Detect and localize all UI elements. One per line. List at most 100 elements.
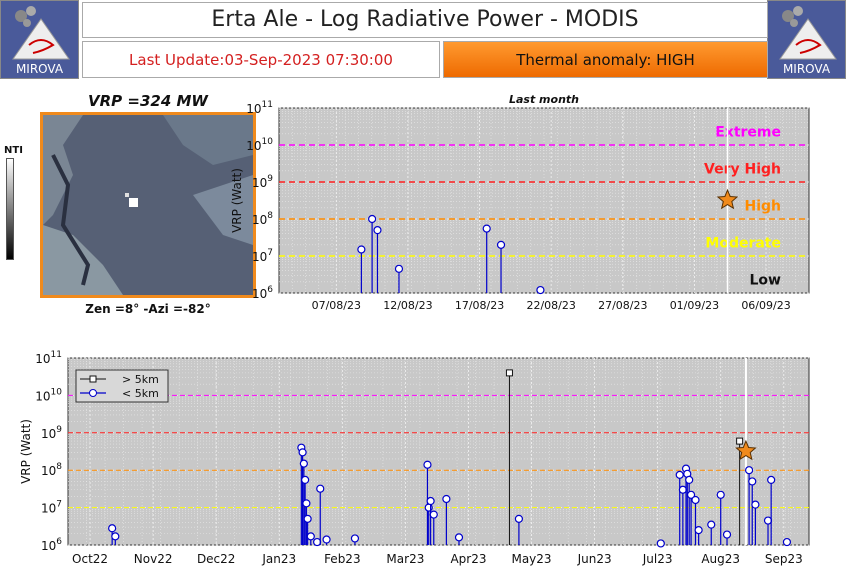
thermal-anomaly-status: Thermal anomaly: HIGH — [443, 41, 768, 78]
data-point — [322, 535, 331, 544]
data-point — [423, 460, 432, 469]
satellite-image — [43, 115, 253, 295]
nti-colorbar — [6, 158, 14, 260]
data-point — [394, 264, 404, 273]
data-point — [313, 537, 322, 547]
x-tick-label: Sep23 — [765, 552, 803, 566]
y-tick-label: 106 — [41, 537, 62, 553]
data-point — [482, 224, 491, 233]
data-point — [357, 245, 366, 254]
y-tick-label: 106 — [252, 285, 273, 301]
x-tick-label: Feb23 — [324, 552, 361, 566]
data-point — [782, 537, 792, 547]
data-point — [426, 496, 435, 506]
data-point — [656, 539, 665, 548]
x-tick-label: Jan23 — [261, 552, 296, 566]
satellite-thumbnail — [40, 112, 256, 298]
data-point — [350, 534, 360, 543]
data-point — [505, 369, 513, 377]
data-point — [675, 470, 684, 479]
data-point — [744, 466, 754, 475]
data-point — [108, 524, 117, 533]
data-point — [678, 485, 687, 494]
page-title: Erta Ale - Log Radiative Power - MODIS — [82, 2, 768, 38]
chart-title: Last month — [509, 93, 579, 106]
data-point — [496, 240, 506, 249]
x-tick-label: 12/08/23 — [383, 299, 432, 312]
y-axis-label: VRP (Watt) — [230, 168, 244, 233]
x-tick-label: 17/08/23 — [455, 299, 504, 312]
x-tick-label: 27/08/23 — [598, 299, 647, 312]
legend-label-near: < 5km — [122, 387, 159, 400]
x-tick-label: Oct22 — [72, 552, 108, 566]
mirova-logo-icon — [12, 6, 70, 60]
threshold-label: Extreme — [715, 124, 781, 140]
y-tick-label: 109 — [41, 425, 62, 441]
last-update: Last Update:03-Sep-2023 07:30:00 — [82, 41, 440, 78]
logo-text: MIROVA — [15, 62, 64, 76]
data-point — [685, 475, 694, 485]
data-point — [716, 490, 725, 499]
data-point — [751, 500, 760, 509]
legend-label-far: > 5km — [122, 373, 159, 386]
y-axis-label: VRP (Watt) — [19, 419, 33, 484]
threshold-label: Low — [750, 272, 782, 288]
data-point — [767, 475, 776, 485]
threshold-label: Moderate — [705, 235, 781, 251]
data-point — [299, 459, 308, 468]
legend-box — [75, 369, 169, 403]
data-point — [707, 520, 716, 529]
x-tick-label: Nov22 — [134, 552, 173, 566]
y-tick-label: 1011 — [246, 100, 273, 116]
threshold-label: High — [744, 198, 781, 214]
mirova-logo-left: MIROVA — [0, 0, 79, 79]
x-tick-label: 07/08/23 — [312, 299, 361, 312]
data-point — [514, 514, 524, 523]
current-vrp-star — [735, 439, 757, 461]
y-tick-label: 1010 — [35, 387, 62, 403]
data-point — [373, 226, 382, 235]
x-tick-label: Dec22 — [197, 552, 236, 566]
data-point — [686, 490, 696, 499]
current-vrp-star — [716, 188, 739, 210]
x-tick-label: 01/09/23 — [670, 299, 719, 312]
data-point — [763, 516, 773, 525]
data-point — [536, 285, 545, 295]
x-tick-label: Mar23 — [386, 552, 424, 566]
y-tick-label: 109 — [252, 174, 273, 190]
data-point — [306, 532, 315, 541]
legend-marker-far — [89, 375, 97, 383]
data-point — [454, 533, 464, 542]
nti-colorbar-label: NTI — [4, 145, 23, 156]
x-tick-label: Jun23 — [577, 552, 612, 566]
logo-text: MIROVA — [782, 62, 831, 76]
x-tick-label: Jul23 — [642, 552, 673, 566]
data-point — [303, 514, 312, 523]
zenith-azimuth: Zen =8° -Azi =-82° — [85, 302, 211, 316]
data-point — [736, 437, 744, 445]
y-tick-label: 1011 — [35, 350, 62, 366]
x-tick-label: May23 — [511, 552, 551, 566]
y-tick-label: 1010 — [246, 137, 273, 153]
data-point — [694, 526, 703, 535]
y-tick-label: 108 — [41, 462, 62, 478]
data-point — [722, 530, 732, 539]
mirova-logo-icon — [779, 6, 837, 60]
data-point — [368, 214, 377, 224]
data-point — [748, 477, 757, 486]
y-tick-label: 107 — [252, 248, 273, 264]
data-point — [298, 448, 307, 457]
data-point — [316, 484, 325, 493]
x-tick-label: Aug23 — [701, 552, 740, 566]
data-point — [111, 532, 120, 541]
x-tick-label: 06/09/23 — [741, 299, 790, 312]
vrp-value: VRP =324 MW — [88, 92, 208, 110]
y-tick-label: 107 — [41, 500, 62, 516]
data-point — [691, 495, 700, 505]
x-tick-label: Apr23 — [450, 552, 486, 566]
data-point — [429, 510, 438, 519]
legend-marker-near — [89, 389, 97, 397]
data-point — [302, 499, 311, 508]
